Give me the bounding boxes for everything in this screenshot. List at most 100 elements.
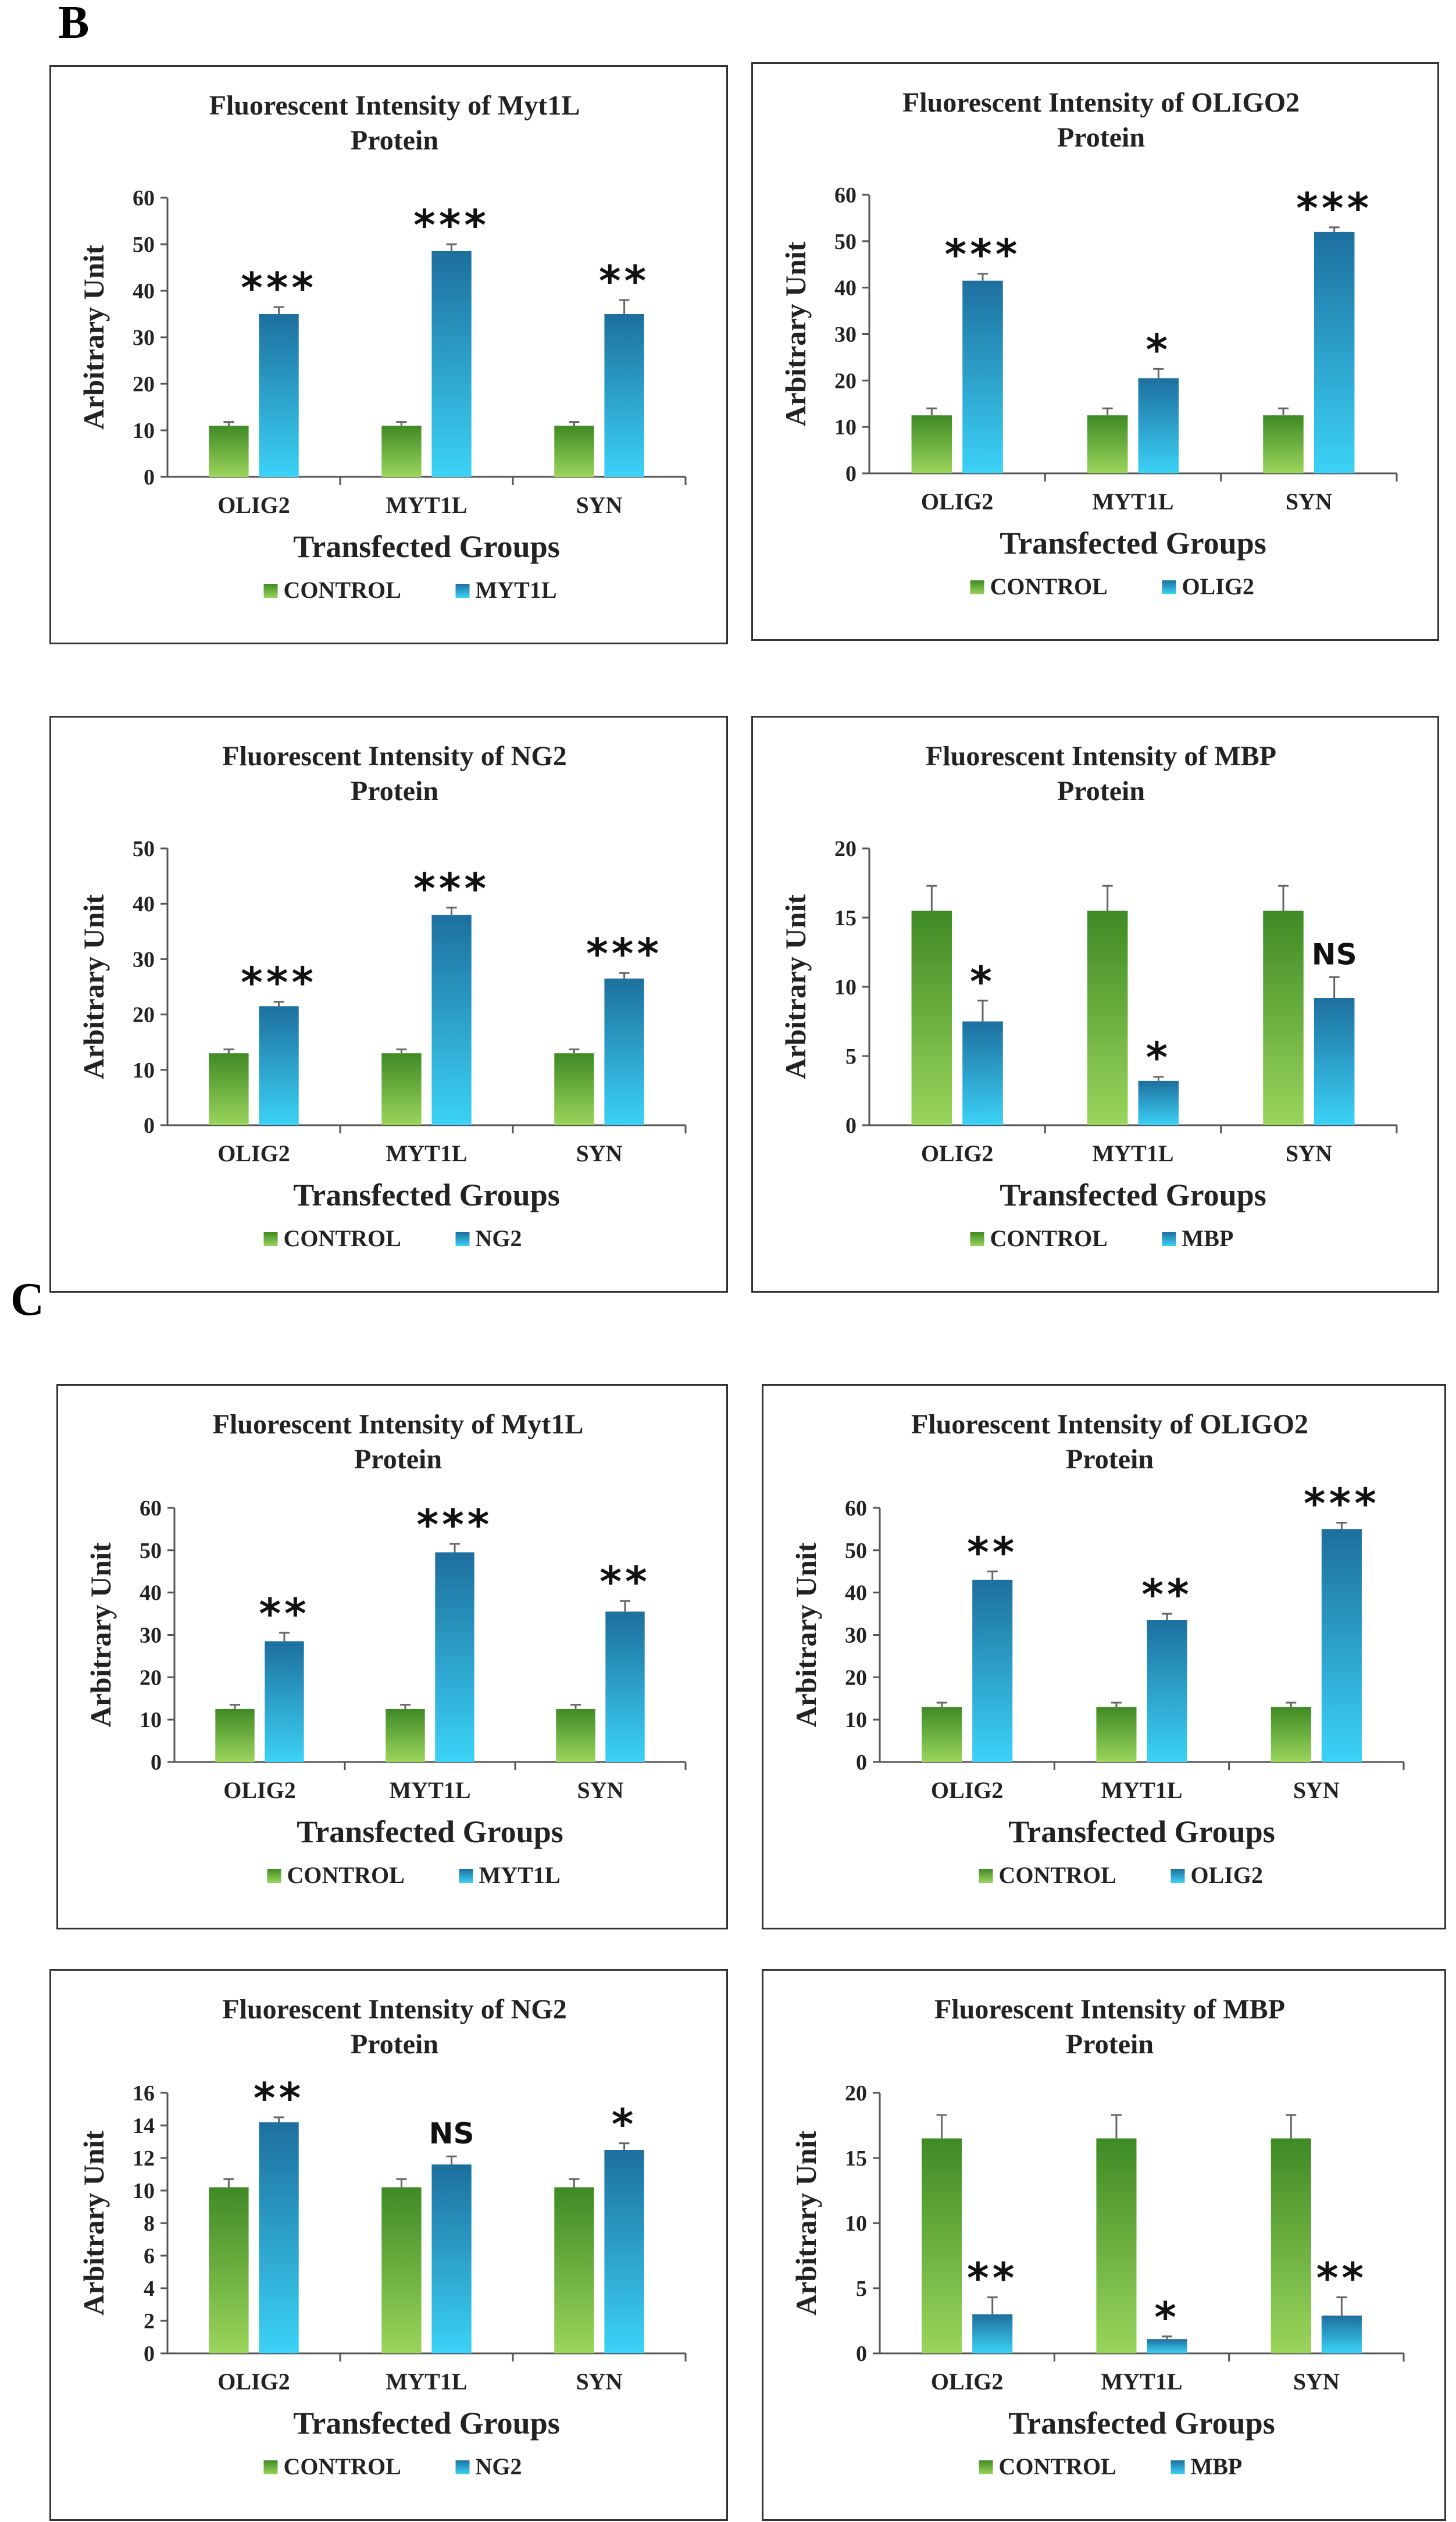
y-tick-label: 40: [140, 1581, 162, 1606]
x-tick-label: MYT1L: [1101, 1777, 1183, 1803]
y-tick-label: 2: [144, 2309, 155, 2334]
bar-treatment: [605, 1611, 645, 1762]
chart-panel: Fluorescent Intensity of MBP Protein Arbit…: [762, 1969, 1446, 2521]
x-tick-label: MYT1L: [1093, 488, 1174, 515]
bar-control: [1271, 1707, 1311, 1762]
x-tick-label: SYN: [576, 1140, 622, 1167]
bar-chart: Fluorescent Intensity of NG2 Protein Arbit…: [77, 1994, 687, 2480]
y-tick-label: 20: [834, 837, 857, 861]
legend-label: MYT1L: [479, 1862, 561, 1888]
y-tick-label: 30: [834, 323, 857, 347]
y-tick-label: 20: [133, 372, 155, 397]
y-tick-label: 0: [144, 1114, 155, 1138]
bar-control: [209, 2187, 249, 2353]
bar-treatment: [259, 314, 299, 477]
y-axis-label: Arbitrary Unit: [790, 2131, 822, 2316]
bar-chart: Fluorescent Intensity of OLIGO2 Protein Ar…: [779, 87, 1398, 600]
y-tick-label: 50: [845, 1539, 867, 1563]
legend-label: CONTROL: [284, 1225, 401, 1251]
y-tick-label: 14: [133, 2114, 155, 2138]
bar-chart: Fluorescent Intensity of Myt1L Protein Arb…: [77, 90, 687, 603]
y-tick-label: 0: [144, 465, 155, 490]
y-tick-label: 20: [845, 1665, 867, 1690]
bar-treatment: [1147, 2339, 1187, 2353]
significance-label: NS: [1312, 937, 1357, 971]
bar-control: [554, 2187, 594, 2353]
x-tick-label: OLIG2: [217, 1140, 290, 1167]
significance-label: **: [259, 1589, 309, 1638]
y-tick-label: 60: [140, 1496, 162, 1521]
legend-label: MBP: [1182, 1225, 1234, 1251]
bar-chart: Fluorescent Intensity of OLIGO2 Protein Ar…: [790, 1409, 1405, 1888]
y-axis-label: Arbitrary Unit: [77, 894, 110, 1079]
chart-title: Fluorescent Intensity of MBP: [926, 741, 1276, 772]
legend-swatch-treatment: [455, 584, 470, 598]
y-tick-label: 30: [845, 1624, 867, 1648]
y-tick-label: 50: [140, 1539, 162, 1563]
y-tick-label: 8: [144, 2211, 155, 2236]
x-tick-label: MYT1L: [1101, 2368, 1183, 2395]
bar-treatment: [604, 2150, 644, 2353]
x-tick-label: SYN: [576, 2368, 622, 2395]
legend-swatch-treatment: [1162, 1232, 1176, 1246]
chart-title-line2: Protein: [351, 2029, 438, 2060]
y-tick-label: 40: [834, 276, 857, 301]
y-tick-label: 60: [834, 183, 857, 208]
significance-label: **: [1316, 2254, 1367, 2303]
x-axis-label: Transfected Groups: [293, 529, 560, 564]
significance-label: ***: [1296, 184, 1372, 233]
x-tick-label: OLIG2: [921, 488, 993, 515]
y-tick-label: 60: [845, 1496, 867, 1521]
y-tick-label: 60: [133, 186, 155, 211]
y-tick-label: 50: [834, 230, 857, 254]
significance-label: **: [967, 2254, 1018, 2303]
chart-title-line2: Protein: [1066, 1444, 1154, 1475]
x-tick-label: SYN: [577, 1777, 623, 1803]
y-tick-label: 20: [140, 1665, 162, 1690]
legend-swatch-treatment: [1170, 1869, 1185, 1883]
y-tick-label: 50: [133, 837, 155, 861]
significance-label: **: [599, 1557, 650, 1606]
legend-swatch-treatment: [455, 1232, 470, 1246]
y-tick-label: 10: [133, 1058, 155, 1083]
y-tick-label: 40: [845, 1581, 867, 1606]
y-tick-label: 30: [140, 1624, 162, 1648]
x-tick-label: SYN: [576, 492, 622, 518]
y-axis-label: Arbitrary Unit: [779, 894, 812, 1079]
chart-panel: Fluorescent Intensity of NG2 Protein Arbit…: [49, 716, 728, 1293]
x-tick-label: MYT1L: [1093, 1140, 1174, 1167]
bar-treatment: [604, 978, 644, 1125]
chart-title: Fluorescent Intensity of OLIGO2: [902, 87, 1300, 118]
x-axis-label: Transfected Groups: [1000, 1178, 1266, 1212]
section-label-c: C: [10, 1274, 44, 1325]
legend-label: CONTROL: [284, 577, 401, 603]
significance-label: *: [612, 2100, 637, 2149]
significance-label: **: [254, 2074, 304, 2123]
significance-label: ***: [241, 958, 317, 1007]
bar-control: [215, 1708, 255, 1762]
bar-treatment: [1138, 378, 1179, 473]
bar-treatment: [604, 314, 644, 477]
legend-label: NG2: [476, 2453, 522, 2480]
legend-swatch-control: [263, 2460, 278, 2474]
chart-panel: Fluorescent Intensity of OLIGO2 Protein Ar…: [762, 1384, 1446, 1929]
x-axis-label: Transfected Groups: [297, 1814, 563, 1849]
bar-control: [922, 1707, 962, 1762]
bar-chart: Fluorescent Intensity of NG2 Protein Arbit…: [77, 741, 687, 1251]
y-tick-label: 10: [845, 1708, 867, 1732]
significance-label: ***: [413, 201, 490, 249]
bar-treatment: [962, 280, 1003, 473]
y-tick-label: 0: [845, 462, 857, 486]
y-tick-label: 10: [133, 419, 155, 443]
bar-treatment: [1314, 998, 1355, 1125]
bar-treatment: [259, 1006, 299, 1125]
section-label-b: B: [58, 0, 90, 48]
significance-label: ***: [241, 263, 317, 312]
bar-treatment: [1147, 1620, 1187, 1762]
y-tick-label: 10: [140, 1708, 162, 1732]
y-tick-label: 10: [845, 2211, 867, 2236]
significance-label: *: [1146, 1033, 1172, 1082]
bar-control: [554, 1053, 594, 1125]
bar-control: [1271, 2138, 1311, 2353]
significance-label: ***: [1304, 1479, 1380, 1528]
